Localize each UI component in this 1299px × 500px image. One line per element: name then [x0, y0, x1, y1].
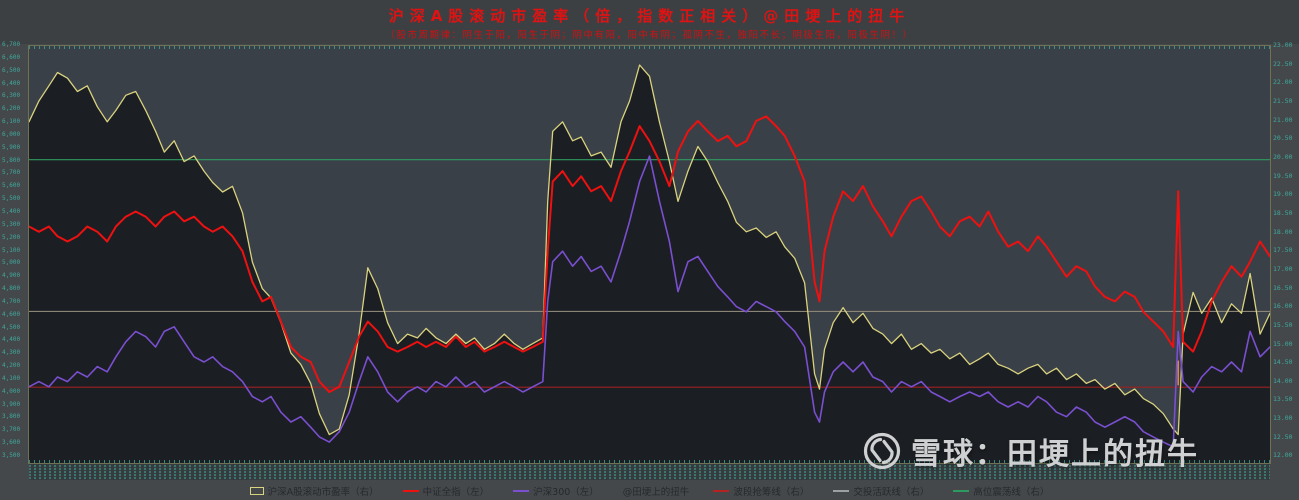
legend-label: 波段抢筹线（右） [733, 487, 810, 498]
chart-subtitle: （股市周期律：阴生于阳，阳生于阴；阴中有阳，阳中有阴；孤阴不生，独阳不长；阴极生… [385, 30, 914, 41]
left-axis-tick-label: 5,400 [2, 207, 21, 215]
left-axis-tick-label: 3,500 [2, 452, 21, 459]
left-axis-tick-label: 6,200 [2, 105, 21, 113]
chart-legend: 沪深A股滚动市盈率（右） 中证全指（左） 沪深300（左） @田埂上的扭牛 波段抢筹线（… [0, 484, 1299, 498]
right-axis-tick-label: 17.00 [1273, 264, 1293, 273]
legend-item[interactable]: 交投活跃线（右） [833, 484, 929, 498]
right-axis-tick-label: 15.00 [1273, 339, 1293, 348]
left-axis-tick-label: 5,800 [2, 156, 21, 164]
legend-label: 中证全指（左） [422, 487, 490, 498]
left-axis-tick-label: 3,800 [2, 413, 21, 421]
left-axis-tick-label: 6,700 [2, 41, 21, 48]
right-axis-tick-label: 13.00 [1273, 414, 1293, 423]
x-axis-date-labels [29, 464, 1270, 480]
watermark: 雪球：田埂上的扭牛 [862, 429, 1199, 473]
right-axis-tick-label: 15.50 [1273, 320, 1293, 329]
legend-item[interactable]: @田埂上的扭牛 [623, 484, 690, 498]
right-axis-tick-label: 12.50 [1273, 432, 1293, 441]
right-axis-tick-label: 21.50 [1273, 96, 1293, 105]
right-axis-tick-label: 12.00 [1273, 451, 1293, 460]
legend-label: 高位震荡线（右） [973, 487, 1050, 498]
chart-title: 沪深A股滚动市盈率（倍，指数正相关）@田埂上的扭牛 [388, 7, 911, 25]
right-axis-tick-label: 14.50 [1273, 358, 1293, 367]
right-axis-tick-label: 21.00 [1273, 115, 1293, 124]
left-axis-tick-label: 5,000 [2, 259, 21, 267]
left-axis-tick-label: 3,900 [2, 400, 21, 408]
legend-item[interactable]: 高位震荡线（右） [953, 484, 1049, 498]
right-axis-tick-label: 20.50 [1273, 134, 1293, 143]
legend-label: 交投活跃线（右） [853, 487, 930, 498]
title-band [0, 0, 1299, 44]
legend-item[interactable]: 沪深A股滚动市盈率（右） [249, 484, 379, 498]
right-axis-tick-labels: 23.00 22.50 22.00 21.50 21.00 20.50 20.00 19.50… [1273, 42, 1298, 459]
left-axis-tick-label: 4,900 [2, 272, 21, 280]
top-axis-ticks [29, 46, 1270, 49]
left-axis-tick-label: 5,700 [2, 169, 21, 177]
right-axis-tick-label: 18.00 [1273, 227, 1293, 236]
left-axis-tick-label: 4,600 [2, 310, 21, 318]
legend-swatch [713, 490, 730, 492]
right-axis-tick-label: 23.00 [1273, 41, 1293, 49]
bottom-axis-ticks [29, 460, 1270, 463]
right-axis-tick-label: 13.50 [1273, 395, 1293, 404]
left-axis-tick-label: 5,100 [2, 246, 21, 254]
right-axis-tick-label: 20.00 [1273, 152, 1293, 161]
plot-area[interactable] [28, 45, 1271, 464]
left-axis-tick-label: 4,300 [2, 349, 21, 357]
legend-swatch [402, 490, 419, 492]
left-axis-tick-label: 6,600 [2, 53, 21, 61]
right-axis-tick-label: 17.50 [1273, 246, 1293, 255]
left-axis-tick-label: 6,500 [2, 66, 21, 74]
legend-swatch [953, 490, 970, 492]
left-axis-tick-label: 5,300 [2, 220, 21, 228]
right-axis-tick-label: 22.00 [1273, 78, 1293, 87]
legend-label: 沪深300（左） [533, 487, 599, 498]
left-axis-tick-label: 4,100 [2, 374, 21, 382]
chart-canvas [29, 64, 1270, 463]
left-axis-tick-label: 5,900 [2, 143, 21, 151]
left-axis-tick-label: 4,200 [2, 362, 21, 370]
right-axis-tick-label: 16.50 [1273, 283, 1293, 292]
legend-label: 沪深A股滚动市盈率（右） [267, 487, 379, 498]
left-axis-tick-label: 6,000 [2, 130, 21, 138]
left-axis-tick-label: 6,400 [2, 79, 21, 87]
right-axis-tick-label: 16.00 [1273, 302, 1293, 311]
watermark-text: 雪球：田埂上的扭牛 [911, 437, 1199, 472]
left-axis-tick-label: 5,500 [2, 195, 21, 203]
legend-label: @田埂上的扭牛 [622, 487, 690, 498]
left-axis-tick-label: 4,700 [2, 297, 21, 305]
right-axis-tick-label: 19.00 [1273, 190, 1293, 199]
right-axis-tick-label: 19.50 [1273, 171, 1293, 180]
left-axis-tick-label: 4,500 [2, 323, 21, 331]
left-axis-tick-label: 4,400 [2, 336, 21, 344]
legend-swatch [249, 487, 264, 495]
left-axis-tick-label: 3,700 [2, 426, 21, 434]
right-axis-tick-label: 14.00 [1273, 376, 1293, 385]
legend-item[interactable]: 中证全指（左） [402, 484, 490, 498]
left-axis-tick-label: 3,600 [2, 439, 21, 447]
right-axis-tick-label: 18.50 [1273, 208, 1293, 217]
legend-item[interactable]: 波段抢筹线（右） [713, 484, 809, 498]
left-axis-tick-label: 5,200 [2, 233, 21, 241]
legend-swatch [833, 490, 850, 492]
left-axis-tick-label: 4,000 [2, 387, 21, 395]
xueqiu-snowball-logo-icon [863, 432, 901, 470]
left-axis-tick-label: 6,100 [2, 118, 21, 126]
left-axis-tick-label: 6,300 [2, 92, 21, 100]
left-axis-tick-label: 5,600 [2, 182, 21, 190]
right-axis-tick-label: 22.50 [1273, 59, 1293, 68]
left-axis-tick-labels: 6,700 6,600 6,500 6,400 6,300 6,200 6,100 6,000… [2, 42, 27, 459]
legend-item[interactable]: 沪深300（左） [513, 484, 599, 498]
left-axis-tick-label: 4,800 [2, 285, 21, 293]
legend-swatch [513, 490, 530, 492]
